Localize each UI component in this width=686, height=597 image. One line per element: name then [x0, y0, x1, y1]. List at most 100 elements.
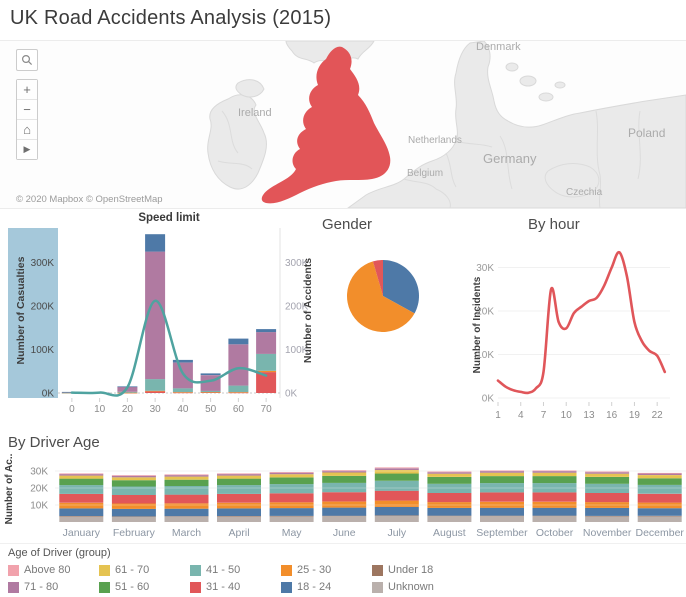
bar-61-70[interactable]: [637, 475, 682, 479]
bar-41-50[interactable]: [217, 485, 261, 494]
bar-41-50[interactable]: [480, 483, 524, 493]
bar-segment-orange[interactable]: [117, 392, 138, 394]
bar-Under18[interactable]: [427, 515, 472, 517]
bar-segment-teal[interactable]: [145, 379, 166, 391]
bar-41-50[interactable]: [59, 485, 104, 494]
bar-18-24[interactable]: [322, 507, 367, 516]
bar-segment-red[interactable]: [145, 391, 166, 393]
bar-Above80[interactable]: [217, 473, 261, 475]
bar-Under18[interactable]: [59, 516, 104, 517]
bar-61-70[interactable]: [164, 476, 209, 480]
bar-31-40[interactable]: [637, 493, 682, 503]
bar-18-24[interactable]: [111, 508, 156, 517]
bar-71-80[interactable]: [217, 474, 261, 476]
bar-41-50[interactable]: [532, 483, 577, 493]
bar-18-24[interactable]: [59, 508, 104, 516]
bar-25-30[interactable]: [532, 501, 577, 508]
pie-slice-red[interactable]: [372, 260, 383, 296]
bar-51-60[interactable]: [59, 478, 104, 486]
bar-25-30[interactable]: [269, 502, 314, 509]
bar-Under18[interactable]: [480, 515, 524, 517]
legend-item-51-60[interactable]: 51 - 60: [99, 581, 149, 593]
legend-item-61-70[interactable]: 61 - 70: [99, 564, 149, 576]
bar-31-40[interactable]: [269, 493, 314, 503]
bar-41-50[interactable]: [427, 483, 472, 493]
bar-Unknown[interactable]: [374, 515, 419, 522]
bar-Above80[interactable]: [111, 475, 156, 476]
bar-51-60[interactable]: [322, 475, 367, 483]
bar-Under18[interactable]: [164, 516, 209, 517]
legend-item-71-80[interactable]: 71 - 80: [8, 581, 58, 593]
england-wales-shape[interactable]: [261, 46, 391, 204]
bar-25-30[interactable]: [585, 502, 630, 508]
bar-segment-orange[interactable]: [256, 370, 277, 373]
bar-31-40[interactable]: [111, 495, 156, 504]
bar-Unknown[interactable]: [585, 516, 630, 522]
incidents-line[interactable]: [496, 250, 667, 395]
bar-Above80[interactable]: [269, 472, 314, 473]
europe-map[interactable]: [0, 41, 686, 208]
bar-18-24[interactable]: [164, 508, 209, 517]
bar-31-40[interactable]: [164, 494, 209, 504]
bar-25-30[interactable]: [480, 501, 524, 508]
legend-item-18-24[interactable]: 18 - 24: [281, 581, 331, 593]
bar-Under18[interactable]: [637, 515, 682, 517]
bar-71-80[interactable]: [532, 471, 577, 473]
legend-item-under18[interactable]: Under 18: [372, 564, 433, 576]
bar-31-40[interactable]: [374, 490, 419, 501]
bar-Unknown[interactable]: [59, 516, 104, 522]
bar-41-50[interactable]: [637, 484, 682, 494]
bar-segment-teal[interactable]: [200, 390, 221, 393]
bar-61-70[interactable]: [374, 470, 419, 474]
bar-61-70[interactable]: [585, 473, 630, 477]
bar-31-40[interactable]: [532, 492, 577, 502]
gender-pie-chart[interactable]: [318, 242, 470, 432]
bar-61-70[interactable]: [217, 475, 261, 479]
bar-segment-purple[interactable]: [145, 251, 166, 380]
bar-Above80[interactable]: [532, 470, 577, 471]
bar-Above80[interactable]: [480, 470, 524, 471]
bar-segment-orange[interactable]: [145, 390, 166, 392]
bar-18-24[interactable]: [637, 508, 682, 516]
bar-25-30[interactable]: [111, 503, 156, 509]
bar-51-60[interactable]: [427, 477, 472, 484]
bar-41-50[interactable]: [585, 483, 630, 493]
bar-51-60[interactable]: [269, 477, 314, 485]
map-search-button[interactable]: [16, 49, 38, 71]
bar-segment-teal[interactable]: [256, 353, 277, 371]
bar-Above80[interactable]: [59, 473, 104, 475]
bar-25-30[interactable]: [374, 500, 419, 507]
bar-18-24[interactable]: [480, 507, 524, 516]
by-hour-chart[interactable]: Number of Incidents 0K 10K 20K 30K 1 4 7 10 13 16 1…: [470, 210, 686, 432]
bar-25-30[interactable]: [637, 502, 682, 509]
bar-18-24[interactable]: [532, 507, 577, 516]
bar-61-70[interactable]: [269, 474, 314, 478]
bar-61-70[interactable]: [532, 472, 577, 477]
bar-41-50[interactable]: [111, 486, 156, 496]
bar-segment-red[interactable]: [256, 372, 277, 393]
bar-segment-teal[interactable]: [117, 391, 138, 393]
bar-31-40[interactable]: [322, 492, 367, 502]
bar-25-30[interactable]: [164, 503, 209, 509]
bar-Unknown[interactable]: [427, 516, 472, 522]
bar-31-40[interactable]: [427, 492, 472, 503]
bar-Unknown[interactable]: [322, 516, 367, 522]
bar-Under18[interactable]: [374, 515, 419, 516]
bar-51-60[interactable]: [164, 479, 209, 486]
bar-Under18[interactable]: [322, 515, 367, 517]
bar-18-24[interactable]: [374, 506, 419, 516]
bar-25-30[interactable]: [217, 502, 261, 509]
bar-segment-orange[interactable]: [200, 392, 221, 393]
bar-Above80[interactable]: [322, 470, 367, 471]
bar-Unknown[interactable]: [269, 516, 314, 522]
bar-71-80[interactable]: [480, 471, 524, 473]
zoom-out-button[interactable]: −: [17, 99, 37, 119]
map-panel[interactable]: Ireland Denmark Netherlands Belgium Germany C…: [0, 40, 686, 209]
accidents-line[interactable]: [70, 299, 268, 397]
bar-Unknown[interactable]: [217, 516, 261, 522]
bar-51-60[interactable]: [532, 476, 577, 484]
bar-61-70[interactable]: [427, 473, 472, 477]
bar-51-60[interactable]: [374, 473, 419, 481]
bar-31-40[interactable]: [59, 493, 104, 503]
bar-segment-blue[interactable]: [172, 359, 193, 363]
